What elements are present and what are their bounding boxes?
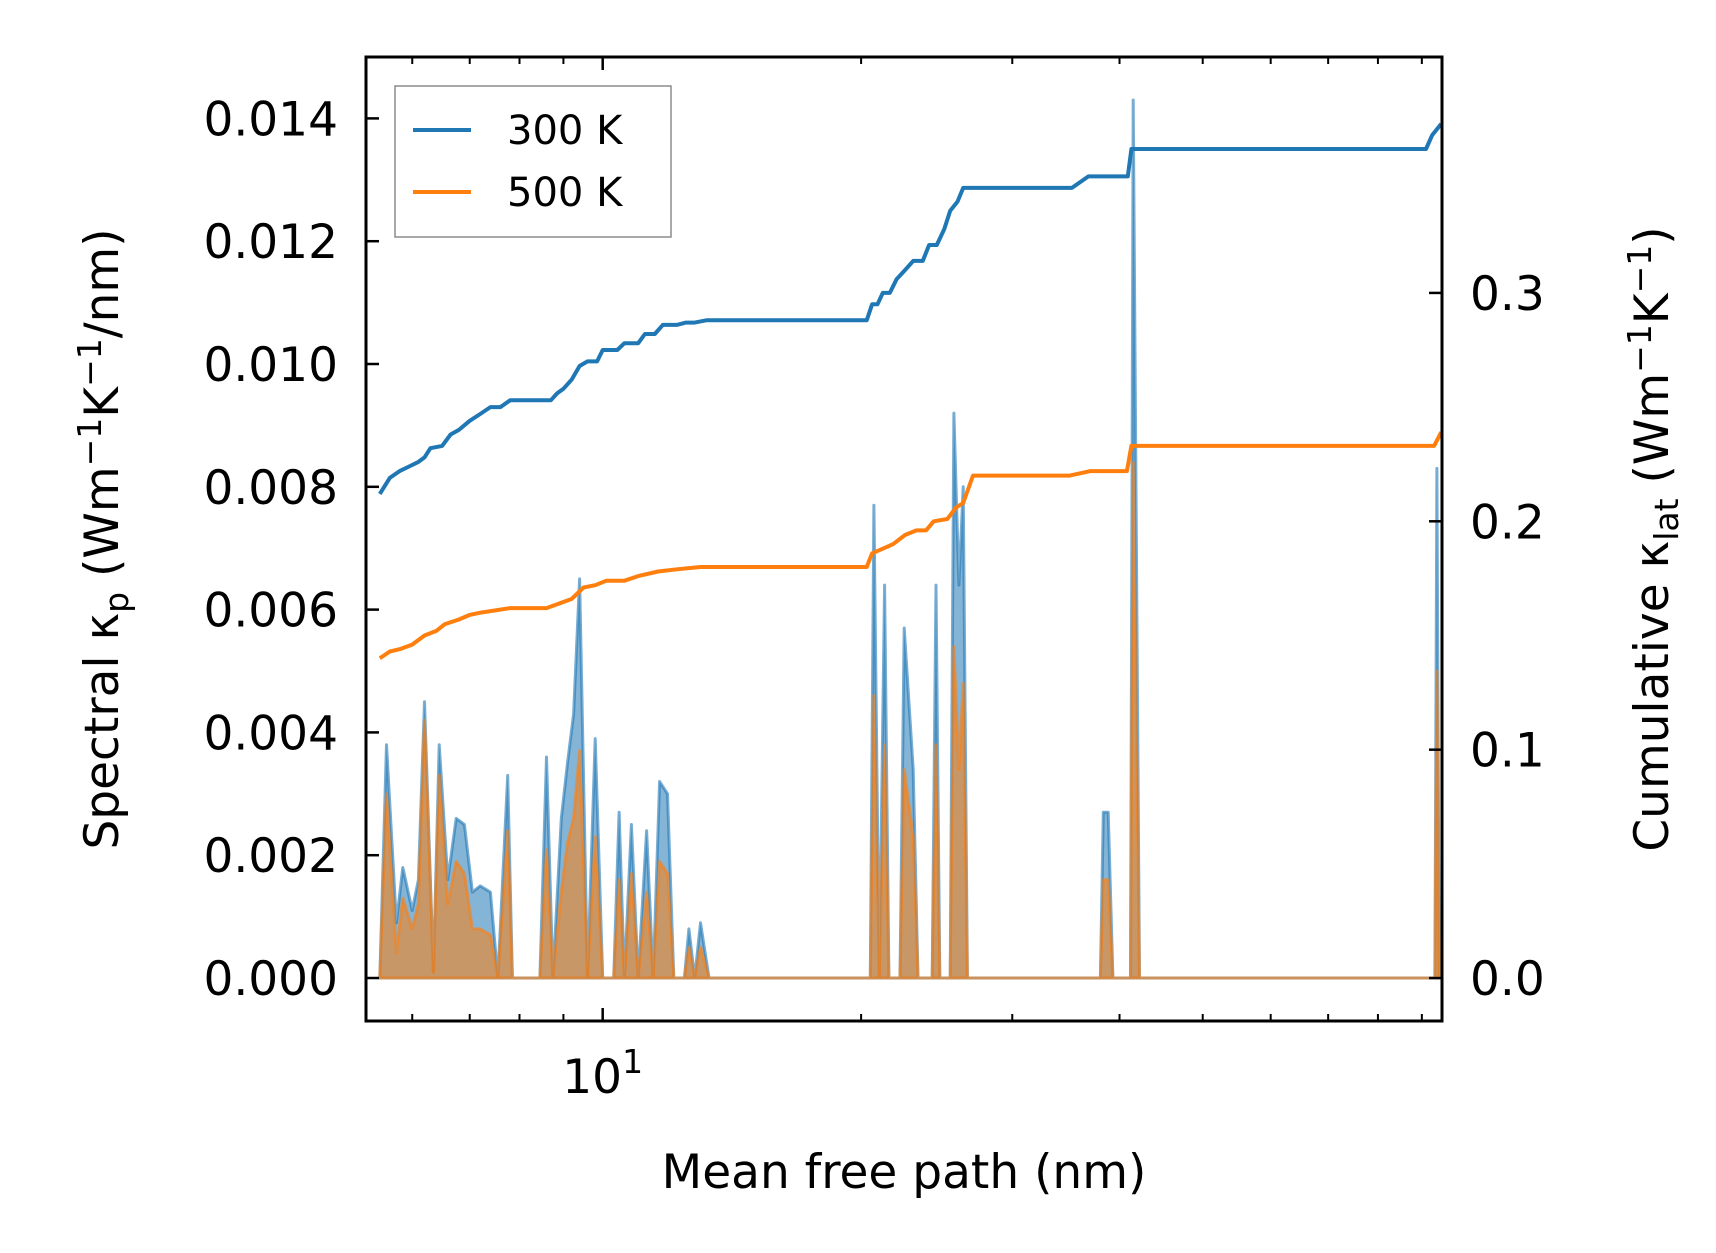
x-tick-label: 101 xyxy=(562,1042,643,1105)
y-left-tick-label: 0.014 xyxy=(203,92,338,147)
spectral-area-500k xyxy=(378,460,1441,980)
legend-label-300k: 300 K xyxy=(507,108,624,154)
right-y-label-unit-pre: (Wm xyxy=(1625,373,1680,499)
y-right-tick-label: 0.2 xyxy=(1470,495,1545,550)
right-y-label-main: Cumulative κ xyxy=(1625,541,1680,852)
left-y-label-sub: p xyxy=(97,592,136,613)
right-y-label-unit-post: ) xyxy=(1625,226,1680,244)
right-y-label-sub: lat xyxy=(1647,498,1686,540)
y-left-tick-label: 0.002 xyxy=(203,829,338,884)
right-y-label-sup2: −1 xyxy=(1620,245,1659,294)
plot-frame xyxy=(364,55,1444,1023)
y-left-tick-label: 0.010 xyxy=(203,338,338,393)
axis-ticks: 1010.0000.0020.0040.0060.0080.0100.0120.… xyxy=(203,57,1545,1105)
y-right-tick-label: 0.1 xyxy=(1470,724,1545,779)
x-tick-exponent: 1 xyxy=(622,1042,643,1081)
cumulative-line-300k xyxy=(378,122,1443,495)
right-y-axis-label: Cumulative κlat (Wm−1K−1) xyxy=(1620,226,1686,851)
y-right-tick-label: 0.0 xyxy=(1470,952,1545,1007)
x-tick-base: 10 xyxy=(562,1050,622,1105)
legend-box xyxy=(394,85,672,238)
legend-label-500k: 500 K xyxy=(507,170,624,216)
left-y-label-unit-pre: (Wm xyxy=(75,466,130,592)
legend: 300 K 500 K xyxy=(394,85,672,238)
y-left-tick-label: 0.006 xyxy=(203,584,338,639)
cumulative-lines xyxy=(378,122,1443,660)
right-y-label-sup1: −1 xyxy=(1620,324,1659,373)
left-y-axis-label: Spectral κp (Wm−1K−1/nm) xyxy=(70,228,136,849)
x-axis-label: Mean free path (nm) xyxy=(662,1145,1147,1200)
spectral-fills xyxy=(378,98,1441,980)
y-left-tick-label: 0.008 xyxy=(203,461,338,516)
y-left-tick-label: 0.012 xyxy=(203,215,338,270)
right-y-label-unit-mid: K xyxy=(1625,292,1680,324)
y-right-tick-label: 0.3 xyxy=(1470,267,1545,322)
y-left-tick-label: 0.004 xyxy=(203,706,338,761)
left-y-label-unit-post: /nm) xyxy=(75,228,130,338)
left-y-label-main: Spectral κ xyxy=(75,613,130,850)
left-y-label-sup1: −1 xyxy=(70,418,109,467)
y-left-tick-label: 0.000 xyxy=(203,952,338,1007)
left-y-label-sup2: −1 xyxy=(70,338,109,387)
left-y-label-unit-mid: K xyxy=(75,386,130,418)
cumulative-line-500k xyxy=(378,431,1443,660)
